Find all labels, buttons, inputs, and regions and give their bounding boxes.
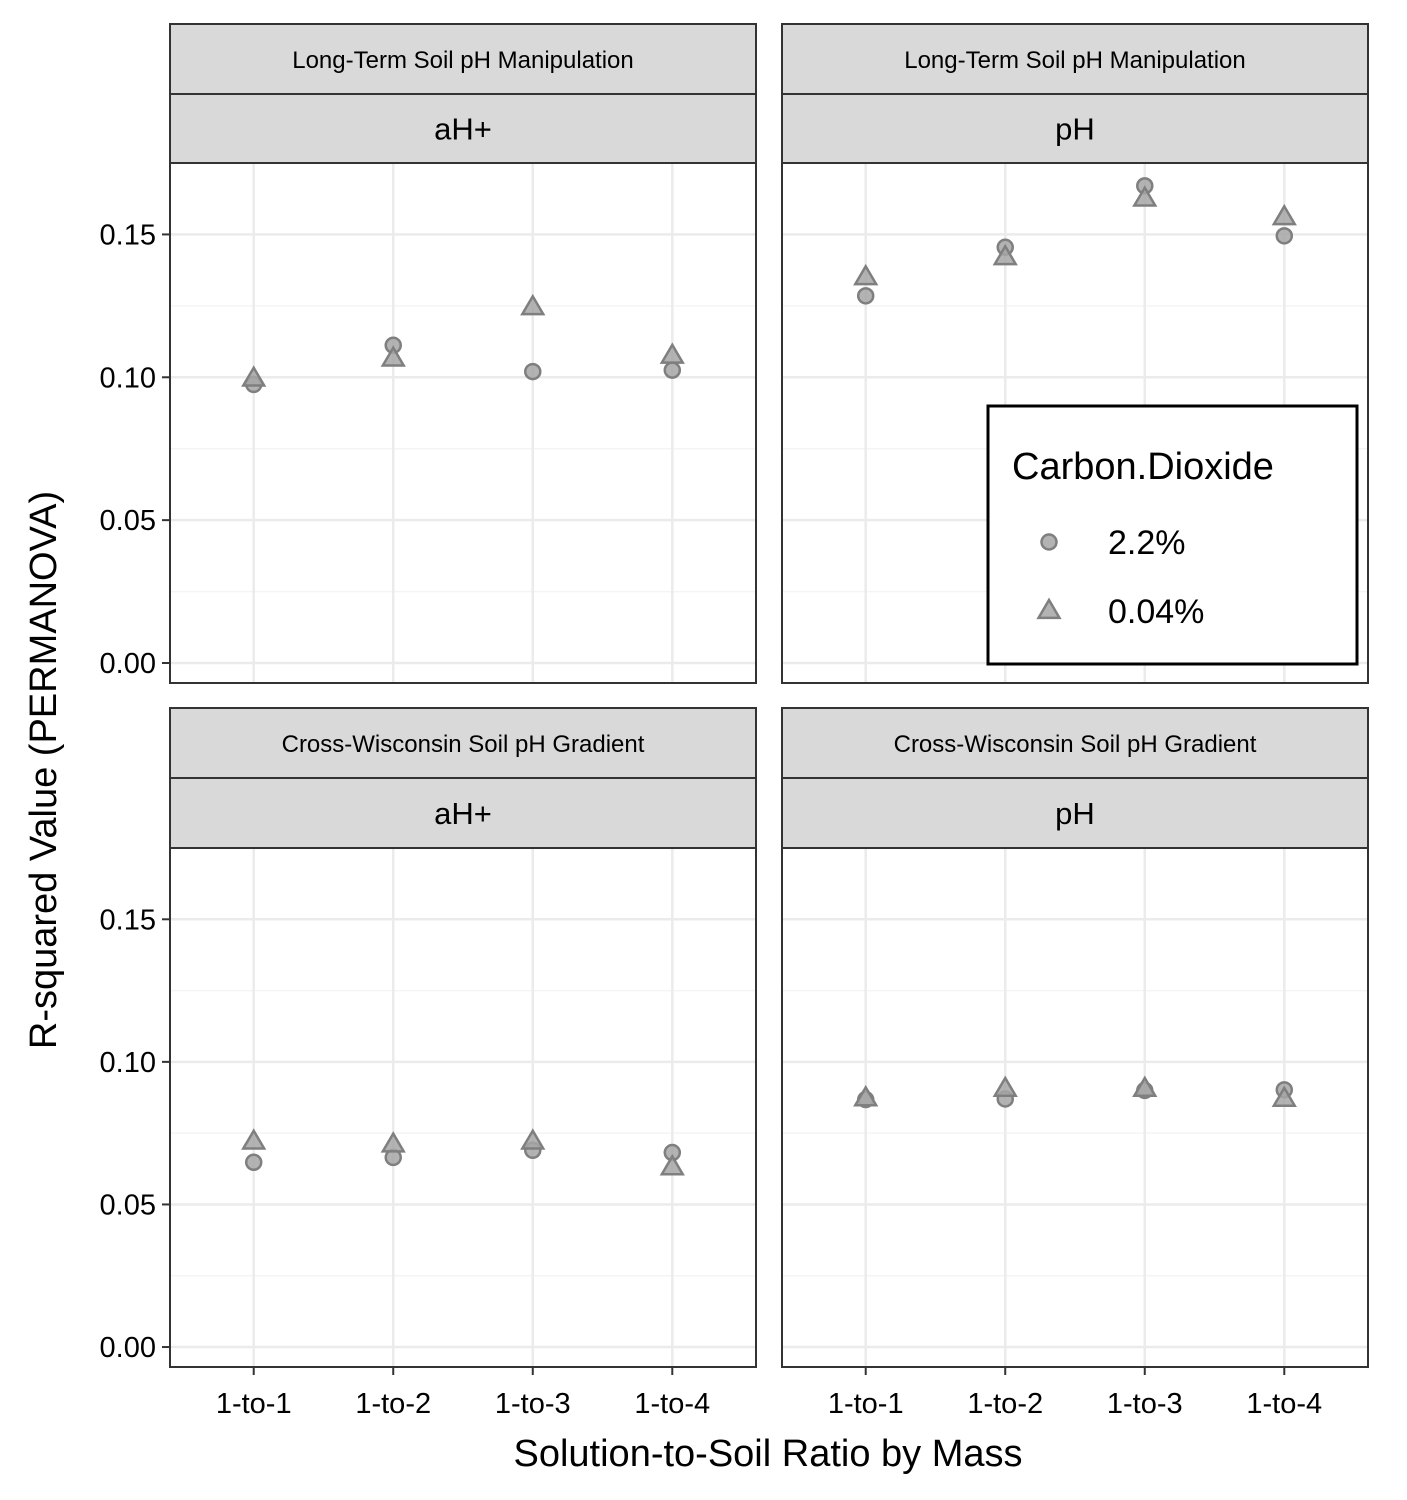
legend-label: 0.04% bbox=[1108, 593, 1204, 631]
y-tick-label: 0.10 bbox=[100, 362, 156, 394]
x-axis-title: Solution-to-Soil Ratio by Mass bbox=[514, 1433, 1023, 1475]
point-triangle-0-04 bbox=[520, 1128, 546, 1150]
strip-col-label: pH bbox=[1055, 796, 1095, 831]
panel-cross-wisconsin-soil-ph-gradient-ph: Cross-Wisconsin Soil pH Gradient pH 1-to-1… bbox=[781, 707, 1369, 1420]
point-triangle-0-04 bbox=[241, 365, 267, 387]
y-tick-label: 0.15 bbox=[100, 904, 156, 936]
strip-row-label: Cross-Wisconsin Soil pH Gradient bbox=[894, 731, 1257, 758]
panels: Long-Term Soil pH Manipulation aH+ 0.00 0.0… bbox=[100, 23, 1369, 1420]
panel-border bbox=[781, 162, 1369, 684]
strip-row-bg bbox=[169, 707, 757, 779]
y-tick-label: 0.05 bbox=[100, 505, 156, 537]
y-tick-label: 0.00 bbox=[100, 648, 156, 680]
legend-title: Carbon.Dioxide bbox=[1012, 446, 1274, 488]
point-triangle-0-04 bbox=[1271, 203, 1297, 226]
point-circle-2-2 bbox=[1275, 227, 1294, 245]
point-triangle-0-04 bbox=[853, 263, 879, 286]
strip-col-bg bbox=[169, 93, 757, 164]
y-tick-label: 0.10 bbox=[100, 1047, 156, 1079]
panel-border bbox=[781, 847, 1369, 1368]
strip-col-label: pH bbox=[1055, 112, 1095, 147]
strip-col-label: aH+ bbox=[434, 796, 492, 831]
point-circle-2-2 bbox=[244, 1153, 263, 1172]
x-tick-label: 1-to-1 bbox=[216, 1388, 292, 1420]
legend-key-circle bbox=[1040, 533, 1058, 551]
strip-row-bg bbox=[781, 23, 1369, 95]
y-axis-title: R-squared Value (PERMANOVA) bbox=[23, 491, 65, 1049]
legend-key-triangle bbox=[1036, 597, 1062, 620]
x-tick-label: 1-to-1 bbox=[828, 1388, 904, 1420]
point-triangle-0-04 bbox=[992, 243, 1018, 266]
strip-col-label: aH+ bbox=[434, 112, 492, 147]
x-tick-label: 1-to-2 bbox=[355, 1388, 431, 1420]
point-triangle-0-04 bbox=[659, 1153, 685, 1176]
strip-row-label: Cross-Wisconsin Soil pH Gradient bbox=[282, 731, 645, 758]
point-triangle-0-04 bbox=[380, 1131, 406, 1153]
y-tick-label: 0.00 bbox=[100, 1332, 156, 1364]
point-circle-2-2 bbox=[856, 287, 875, 305]
point-triangle-0-04 bbox=[380, 345, 406, 367]
strip-row-bg bbox=[169, 23, 757, 95]
strip-row-label: Long-Term Soil pH Manipulation bbox=[292, 47, 634, 74]
plot-area bbox=[170, 848, 756, 1367]
y-tick-label: 0.15 bbox=[100, 219, 156, 251]
point-triangle-0-04 bbox=[1132, 1075, 1158, 1098]
point-triangle-0-04 bbox=[241, 1128, 267, 1150]
strip-col-bg bbox=[781, 93, 1369, 164]
point-circle-2-2 bbox=[524, 362, 542, 381]
legend-label: 2.2% bbox=[1108, 524, 1186, 562]
strip-row-label: Long-Term Soil pH Manipulation bbox=[904, 47, 1246, 74]
strip-col-bg bbox=[781, 777, 1369, 849]
point-triangle-0-04 bbox=[1132, 185, 1158, 207]
panel-border bbox=[169, 162, 757, 684]
plot-area bbox=[782, 848, 1368, 1367]
x-tick-label: 1-to-3 bbox=[1107, 1388, 1183, 1420]
panel-border bbox=[169, 847, 757, 1368]
point-triangle-0-04 bbox=[659, 342, 685, 364]
legend: Carbon.Dioxide 2.2% 0.04% bbox=[986, 404, 1359, 666]
x-tick-label: 1-to-2 bbox=[967, 1388, 1043, 1420]
x-tick-label: 1-to-3 bbox=[495, 1388, 571, 1420]
plot-area bbox=[170, 163, 756, 683]
y-tick-label: 0.05 bbox=[100, 1189, 156, 1221]
panel-cross-wisconsin-soil-ph-gradient-ah: Cross-Wisconsin Soil pH Gradient aH+ 0.00 0… bbox=[100, 707, 757, 1420]
point-triangle-0-04 bbox=[853, 1084, 879, 1107]
point-circle-2-2 bbox=[663, 361, 682, 379]
point-triangle-0-04 bbox=[992, 1075, 1018, 1098]
x-tick-label: 1-to-4 bbox=[634, 1388, 710, 1420]
point-triangle-0-04 bbox=[1271, 1085, 1297, 1108]
x-tick-label: 1-to-4 bbox=[1246, 1388, 1322, 1420]
point-triangle-0-04 bbox=[520, 293, 546, 316]
panel-long-term-soil-ph-manipulation-ah: Long-Term Soil pH Manipulation aH+ 0.00 0.0… bbox=[100, 23, 757, 684]
